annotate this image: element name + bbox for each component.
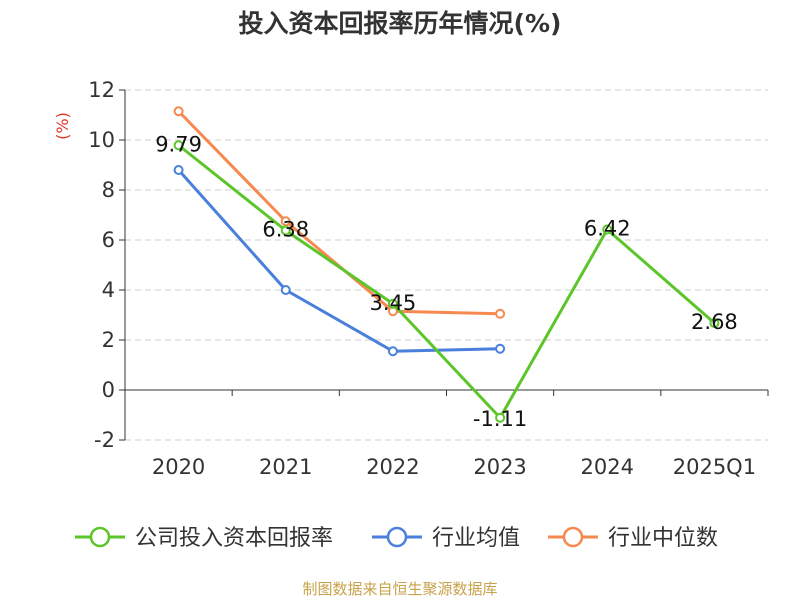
x-tick-label: 2023 bbox=[473, 455, 526, 479]
x-tick-label: 2021 bbox=[259, 455, 312, 479]
data-point bbox=[173, 165, 184, 175]
y-axis-label: (%) bbox=[53, 112, 72, 140]
series-layer bbox=[173, 106, 720, 423]
grid-layer bbox=[125, 89, 768, 441]
y-tick-label: 6 bbox=[102, 228, 115, 252]
legend-label: 行业中位数 bbox=[608, 526, 718, 551]
label-layer: 9.79 6.38 3.45 -1.11 6.42 2.68 bbox=[155, 132, 738, 431]
data-point bbox=[495, 412, 506, 423]
source-note: 制图数据来自恒生聚源数据库 bbox=[302, 580, 498, 598]
data-point bbox=[173, 140, 184, 151]
y-tick-label: -2 bbox=[94, 428, 115, 452]
series-line bbox=[177, 169, 501, 353]
data-point bbox=[602, 224, 613, 235]
axis-layer: -2 0 2 4 6 8 10 12 2020 2021 2022 2023 2024 2025Q1 bbox=[88, 78, 769, 479]
data-point bbox=[280, 285, 291, 295]
data-label: 2.68 bbox=[691, 310, 738, 334]
y-tick-label: 12 bbox=[88, 78, 115, 102]
data-point bbox=[173, 106, 184, 117]
data-point bbox=[709, 318, 720, 328]
legend-marker bbox=[562, 526, 584, 548]
legend-label: 公司投入资本回报率 bbox=[135, 526, 333, 551]
data-label: 6.42 bbox=[584, 217, 631, 241]
legend-label: 行业均值 bbox=[432, 526, 520, 551]
y-tick-label: 2 bbox=[102, 328, 115, 352]
data-label: 9.79 bbox=[155, 132, 202, 156]
x-tick-label: 2022 bbox=[366, 455, 419, 479]
y-tick-label: 10 bbox=[88, 128, 115, 152]
legend: 公司投入资本回报率 行业均值 行业中位数 bbox=[75, 526, 718, 551]
data-point bbox=[495, 343, 506, 354]
y-tick-label: 0 bbox=[102, 378, 115, 402]
data-point bbox=[495, 308, 506, 319]
data-point bbox=[387, 298, 398, 309]
data-label: 6.38 bbox=[262, 218, 309, 242]
data-point bbox=[280, 225, 291, 236]
legend-marker bbox=[386, 526, 408, 548]
series-line bbox=[177, 110, 501, 316]
x-tick-label: 2025Q1 bbox=[673, 455, 756, 479]
data-label: 3.45 bbox=[370, 291, 417, 315]
chart-title: 投入资本回报率历年情况(%) bbox=[238, 9, 562, 38]
x-tick-label: 2020 bbox=[152, 455, 205, 479]
data-label: -1.11 bbox=[473, 407, 527, 431]
data-point bbox=[387, 346, 398, 357]
legend-marker bbox=[89, 526, 111, 548]
series-line bbox=[177, 144, 716, 420]
data-point bbox=[280, 216, 291, 227]
y-tick-label: 8 bbox=[102, 178, 115, 202]
y-tick-label: 4 bbox=[102, 278, 115, 302]
x-tick-label: 2024 bbox=[581, 455, 634, 479]
